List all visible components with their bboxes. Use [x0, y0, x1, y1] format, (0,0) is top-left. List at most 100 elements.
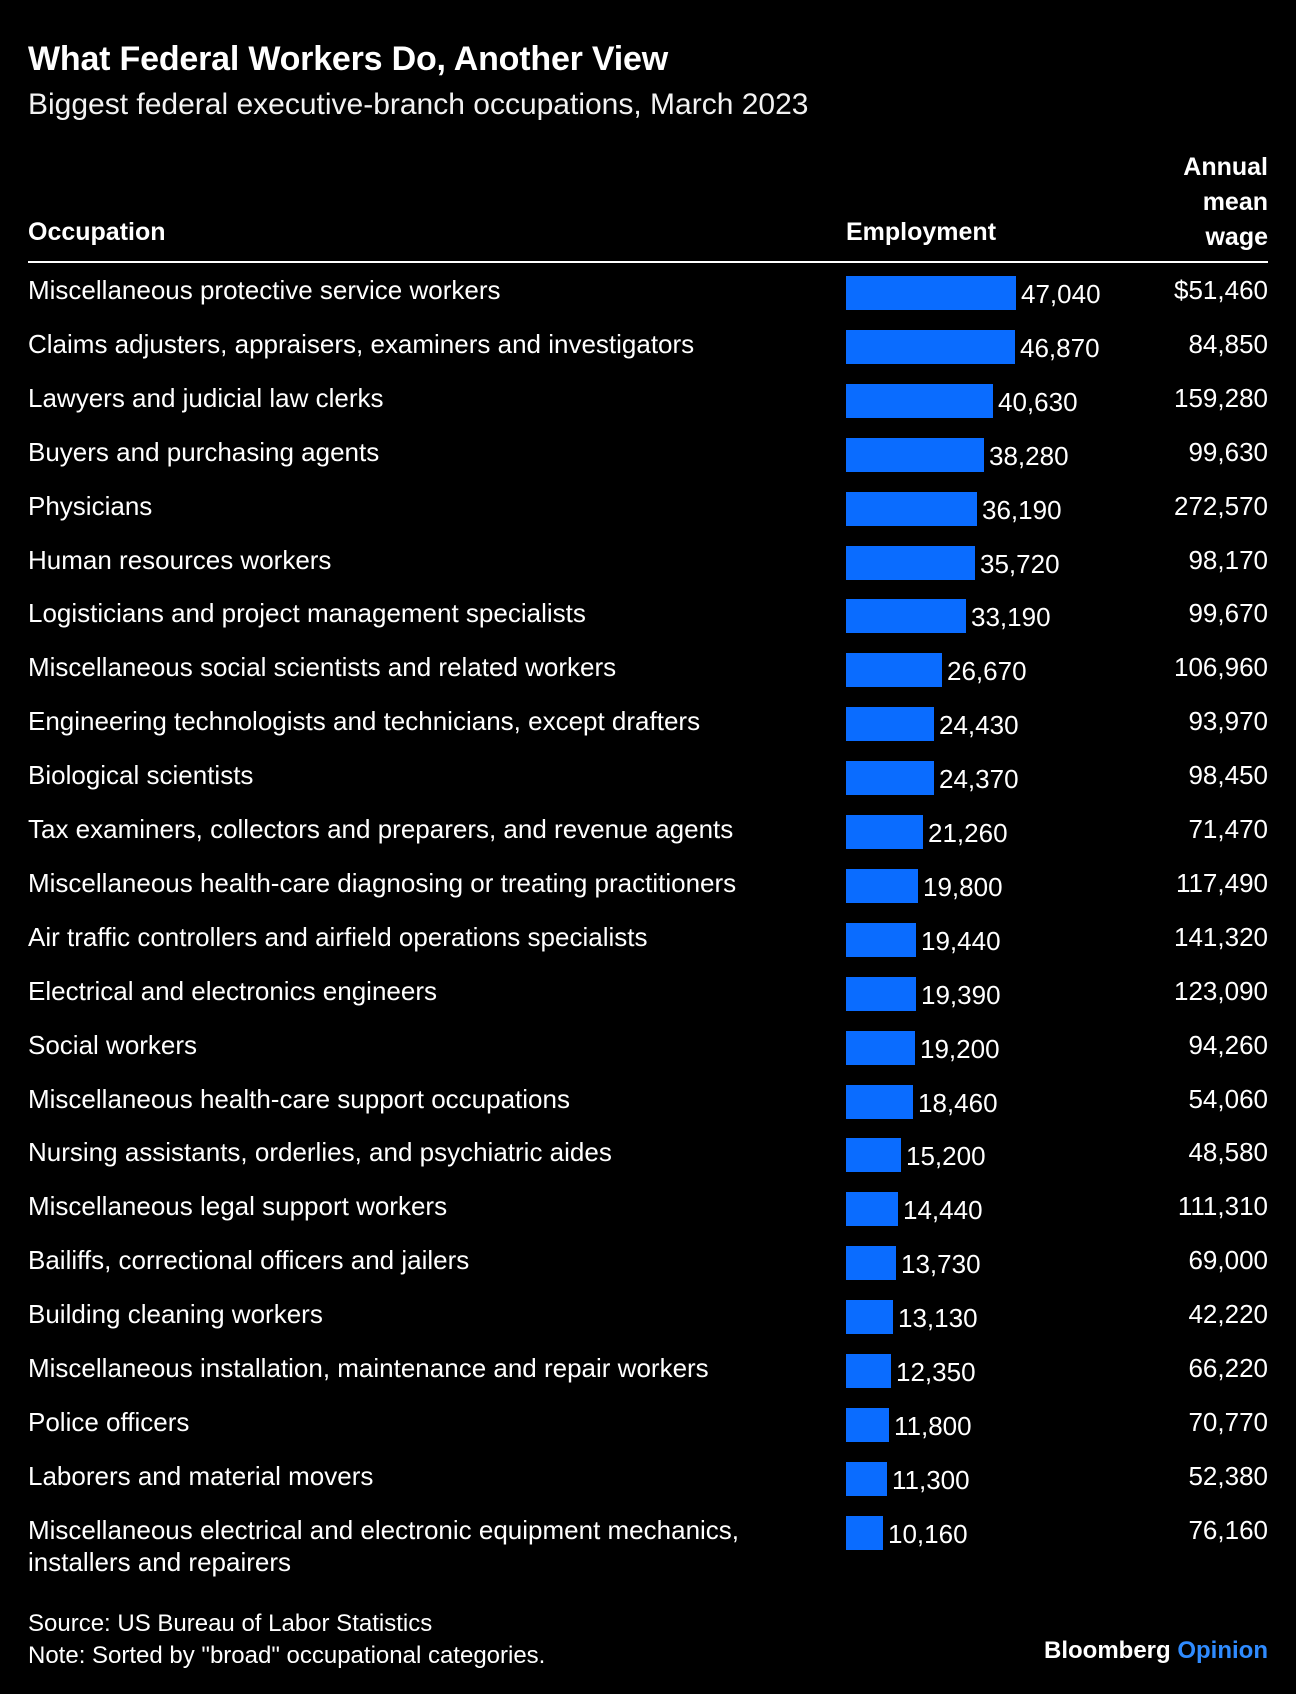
column-header-wage-line2: mean — [1202, 188, 1268, 216]
employment-bar — [846, 1515, 883, 1550]
table-row: Social workers 19,200 94,260 — [0, 1029, 1296, 1083]
occupation-label: Miscellaneous protective service workers — [28, 275, 501, 305]
employment-value-label: 11,300 — [892, 1464, 970, 1495]
occupation-label: Electrical and electronics engineers — [28, 975, 437, 1006]
occupation-label: Social workers — [28, 1029, 198, 1060]
employment-value-label: 14,440 — [903, 1195, 983, 1226]
employment-bar — [846, 1084, 913, 1119]
employment-value-label: 24,370 — [939, 764, 1019, 795]
wage-value-label: 69,000 — [1188, 1245, 1268, 1276]
wage-value-label: 71,470 — [1188, 814, 1268, 844]
table-row: Miscellaneous electrical and electronic … — [0, 1514, 1296, 1577]
occupation-label: Human resources workers — [28, 544, 332, 575]
employment-bar — [846, 1030, 915, 1065]
header-rule — [28, 261, 1268, 263]
employment-value-label: 21,260 — [928, 818, 1008, 848]
table-row: Miscellaneous health-care diagnosing or … — [0, 867, 1296, 921]
occupation-label: Engineering technologists and technician… — [28, 706, 701, 737]
column-header-wage-line1: Annual — [1183, 153, 1268, 181]
table-row: Tax examiners, collectors and preparers,… — [0, 813, 1296, 867]
table-row: Human resources workers 35,720 98,170 — [0, 544, 1296, 598]
occupation-label: Claims adjusters, appraisers, examiners … — [28, 328, 695, 359]
employment-bar — [846, 1354, 891, 1388]
table-row: Miscellaneous social scientists and rela… — [0, 651, 1296, 705]
wage-value-label: 98,450 — [1188, 760, 1268, 791]
occupation-label: Miscellaneous installation, maintenance … — [28, 1353, 709, 1383]
employment-value-label: 40,630 — [998, 386, 1078, 417]
employment-bar — [846, 1461, 887, 1496]
employment-bar — [846, 1300, 893, 1335]
employment-bar — [846, 329, 1015, 364]
brand-main: Bloomberg — [1044, 1637, 1171, 1664]
occupation-label: Miscellaneous electrical and electronic … — [28, 1514, 740, 1577]
employment-value-label: 38,280 — [989, 440, 1069, 471]
wage-value-label: 54,060 — [1188, 1083, 1268, 1114]
wage-value-label: 99,630 — [1188, 436, 1268, 467]
wage-value-label: $51,460 — [1174, 275, 1268, 305]
wage-value-label: 123,090 — [1174, 975, 1268, 1006]
employment-bar — [846, 1407, 889, 1442]
occupation-label: Physicians — [28, 490, 153, 521]
table-row: Physicians 36,190 272,570 — [0, 490, 1296, 544]
employment-value-label: 19,200 — [920, 1033, 1000, 1064]
occupation-label: Nursing assistants, orderlies, and psych… — [28, 1137, 612, 1168]
employment-bar — [846, 922, 916, 957]
table-row: Claims adjusters, appraisers, examiners … — [0, 328, 1296, 382]
occupation-label: Miscellaneous legal support workers — [28, 1191, 448, 1222]
employment-value-label: 47,040 — [1021, 279, 1101, 309]
employment-bar — [846, 599, 966, 634]
wage-value-label: 70,770 — [1188, 1406, 1268, 1437]
employment-value-label: 26,670 — [947, 656, 1027, 687]
wage-value-label: 159,280 — [1174, 382, 1268, 413]
source-note: Source: US Bureau of Labor Statistics — [28, 1610, 433, 1637]
employment-bar — [846, 761, 934, 796]
table-row: Air traffic controllers and airfield ope… — [0, 921, 1296, 975]
employment-value-label: 24,430 — [939, 710, 1019, 741]
occupation-label: Biological scientists — [28, 760, 254, 791]
wage-value-label: 106,960 — [1174, 652, 1268, 683]
table-row: Logisticians and project management spec… — [0, 597, 1296, 651]
employment-bar — [846, 1246, 896, 1281]
table-row: Buyers and purchasing agents 38,280 99,630 — [0, 436, 1296, 490]
employment-bar — [846, 868, 918, 903]
employment-value-label: 36,190 — [982, 494, 1062, 525]
employment-value-label: 19,800 — [923, 871, 1003, 902]
employment-value-label: 35,720 — [980, 548, 1060, 579]
wage-value-label: 84,850 — [1188, 328, 1268, 359]
wage-value-label: 42,220 — [1188, 1299, 1268, 1330]
table-row: Miscellaneous installation, maintenance … — [0, 1352, 1296, 1406]
wage-value-label: 66,220 — [1188, 1353, 1268, 1383]
chart-title: What Federal Workers Do, Another View — [28, 40, 668, 78]
employment-bar — [846, 1138, 901, 1173]
chart-subtitle: Biggest federal executive-branch occupat… — [28, 88, 809, 121]
sort-note: Note: Sorted by "broad" occupational cat… — [28, 1642, 546, 1669]
table-row: Police officers 11,800 70,770 — [0, 1406, 1296, 1460]
employment-bar — [846, 653, 942, 688]
occupation-label: Miscellaneous social scientists and rela… — [28, 652, 617, 683]
wage-value-label: 117,490 — [1175, 867, 1268, 898]
table-row: Building cleaning workers 13,130 42,220 — [0, 1298, 1296, 1352]
wage-value-label: 48,580 — [1188, 1137, 1268, 1168]
occupation-label: Laborers and material movers — [28, 1460, 374, 1491]
table-row: Nursing assistants, orderlies, and psych… — [0, 1136, 1296, 1190]
wage-value-label: 99,670 — [1188, 598, 1268, 629]
table-row: Bailiffs, correctional officers and jail… — [0, 1244, 1296, 1298]
employment-bar — [846, 976, 916, 1011]
wage-value-label: 76,160 — [1188, 1514, 1268, 1545]
occupation-label: Tax examiners, collectors and preparers,… — [28, 814, 734, 844]
wage-value-label: 141,320 — [1174, 921, 1268, 952]
employment-value-label: 19,440 — [921, 925, 1001, 956]
employment-bar — [846, 276, 1016, 310]
occupation-label: Logisticians and project management spec… — [28, 598, 586, 629]
wage-value-label: 93,970 — [1188, 706, 1268, 737]
employment-value-label: 18,460 — [918, 1087, 998, 1118]
occupation-label: Miscellaneous health-care support occupa… — [28, 1083, 570, 1114]
table-row: Electrical and electronics engineers 19,3… — [0, 975, 1296, 1029]
employment-value-label: 13,730 — [901, 1249, 981, 1280]
wage-value-label: 272,570 — [1174, 490, 1268, 521]
table-row: Engineering technologists and technician… — [0, 705, 1296, 759]
brand-accent: Opinion — [1177, 1637, 1268, 1664]
table-row: Miscellaneous health-care support occupa… — [0, 1083, 1296, 1137]
table-row: Miscellaneous protective service workers… — [0, 274, 1296, 328]
